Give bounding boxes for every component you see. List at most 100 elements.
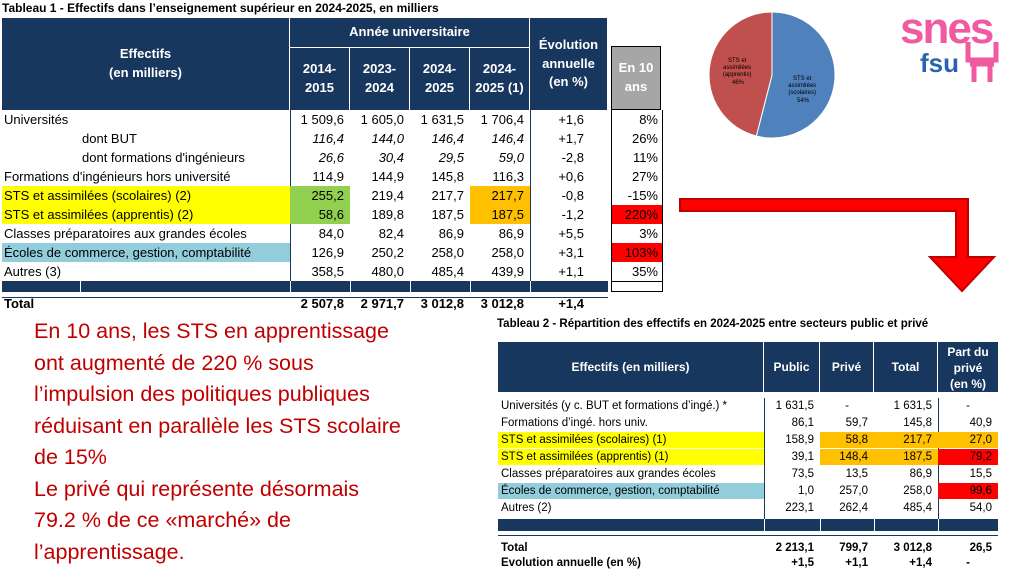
header-effectifs: Effectifs (en milliers) bbox=[2, 18, 290, 110]
cell-value: 258,0 bbox=[431, 245, 464, 260]
total-value: 2 507,8 bbox=[300, 296, 344, 311]
cell-value: 116,4 bbox=[312, 131, 344, 146]
total-evolution: +1,4 bbox=[558, 296, 584, 311]
logo-fsu: fsu bbox=[920, 48, 959, 78]
table1-body: Universités 1 509,6 1 605,0 1 631,5 1 70… bbox=[2, 110, 664, 311]
t2-header-effectifs: Effectifs (en milliers) bbox=[498, 342, 764, 392]
evolution-total: +1,4 bbox=[909, 557, 932, 569]
cell-value: 255,2 bbox=[290, 186, 350, 205]
row-label: Classes préparatoires aux grandes écoles bbox=[4, 226, 247, 241]
evolution-label: Evolution annuelle (en %) bbox=[501, 557, 641, 569]
cell-total: 258,0 bbox=[903, 485, 932, 497]
cell-prive: 262,4 bbox=[839, 502, 868, 514]
commentary-line: Le privé qui représente désormais bbox=[34, 476, 360, 501]
cell-public: 1 631,5 bbox=[775, 400, 814, 412]
header-effectifs-line1: Effectifs bbox=[119, 46, 172, 62]
cell-evolution: +3,1 bbox=[558, 245, 584, 260]
cell-total: 1 631,5 bbox=[893, 400, 932, 412]
table1-title: Tableau 1 - Effectifs dans l’enseignemen… bbox=[2, 1, 439, 15]
table2-body: Universités (y c. BUT et formations d’in… bbox=[498, 398, 998, 572]
cell-public: 223,1 bbox=[785, 502, 814, 514]
cell-value: 145,8 bbox=[431, 169, 464, 184]
cell-public: 39,1 bbox=[791, 451, 814, 463]
year-1-line1: 2014- bbox=[302, 61, 337, 77]
t2-header-part: Part du privé (en %) bbox=[938, 342, 998, 392]
cell-value: 258,0 bbox=[491, 245, 524, 260]
cell-part: 54,0 bbox=[969, 502, 992, 514]
cell-value: 144,9 bbox=[371, 169, 404, 184]
cell-public: 158,9 bbox=[785, 434, 814, 446]
row-label: Classes préparatoires aux grandes écoles bbox=[501, 468, 716, 480]
cell-ten-years: 27% bbox=[611, 167, 663, 186]
cell-value: 217,7 bbox=[470, 186, 530, 205]
cell-evolution: +5,5 bbox=[558, 226, 584, 241]
cell-value: 1 605,0 bbox=[360, 112, 404, 127]
pie-chart: STS et assimilées (apprentis) 46% STS et… bbox=[708, 11, 836, 139]
row-label: Formations d’ingé. hors univ. bbox=[501, 417, 648, 429]
cell-part: 40,9 bbox=[969, 417, 992, 429]
evol-line3: (en %) bbox=[549, 74, 588, 90]
cell-value: 439,9 bbox=[491, 264, 524, 279]
commentary-line: En 10 ans, les STS en apprentissage bbox=[34, 319, 389, 343]
year-3-line2: 2025 bbox=[425, 80, 454, 95]
cell-value: 1 509,6 bbox=[300, 112, 344, 127]
header-year-4: 2024- 2025 (1) bbox=[470, 48, 530, 110]
red-arrow-icon bbox=[679, 198, 997, 293]
row-label: Écoles de commerce, gestion, comptabilit… bbox=[498, 483, 764, 499]
evolution-prive: +1,1 bbox=[845, 557, 868, 569]
total-prive: 799,7 bbox=[839, 542, 868, 554]
header-year-2: 2023- 2024 bbox=[350, 48, 410, 110]
ten-line1: En 10 bbox=[618, 60, 654, 76]
cell-value: 1 706,4 bbox=[480, 112, 524, 127]
cell-value: 1 631,5 bbox=[420, 112, 464, 127]
cell-total: 217,7 bbox=[874, 432, 938, 448]
cell-value: 480,0 bbox=[371, 264, 404, 279]
table2-separator bbox=[498, 519, 998, 531]
cell-value: 146,4 bbox=[431, 131, 464, 146]
cell-value: 30,4 bbox=[378, 150, 404, 165]
cell-value: 58,6 bbox=[290, 205, 350, 224]
cell-evolution: +1,7 bbox=[558, 131, 584, 146]
cell-evolution: +0,6 bbox=[558, 169, 584, 184]
part-line1: Part du bbox=[947, 345, 989, 359]
commentary-line: de 15% bbox=[34, 445, 107, 469]
evol-line1: Évolution bbox=[538, 36, 599, 52]
cell-prive: 58,8 bbox=[820, 432, 874, 448]
header-effectifs-line2: (en milliers) bbox=[109, 65, 182, 80]
cell-prive: 13,5 bbox=[845, 468, 868, 480]
evolution-part: - bbox=[966, 557, 970, 569]
header-ten-years: En 10 ans bbox=[611, 46, 661, 110]
cell-total: 145,8 bbox=[903, 417, 932, 429]
table2-header: Effectifs (en milliers) Public Privé Tot… bbox=[498, 342, 998, 392]
cell-value: 189,8 bbox=[371, 207, 404, 222]
year-4-line1: 2024- bbox=[482, 61, 517, 77]
commentary: En 10 ans, les STS en apprentissage ont … bbox=[34, 316, 474, 568]
total-public: 2 213,1 bbox=[775, 542, 814, 554]
cell-value: 485,4 bbox=[431, 264, 464, 279]
total-value: 2 971,7 bbox=[360, 296, 404, 311]
cell-evolution: -0,8 bbox=[561, 188, 584, 203]
total-part: 26,5 bbox=[969, 542, 992, 554]
t2-header-total: Total bbox=[874, 342, 938, 392]
cell-value: 219,4 bbox=[371, 188, 404, 203]
cell-ten-years: 26% bbox=[611, 129, 663, 148]
cell-value: 82,4 bbox=[378, 226, 404, 241]
evolution-public: +1,5 bbox=[791, 557, 814, 569]
snes-fsu-logo: snes fsu bbox=[900, 4, 1010, 84]
cell-public: 73,5 bbox=[791, 468, 814, 480]
evol-line2: annuelle bbox=[542, 55, 595, 71]
row-label: Écoles de commerce, gestion, comptabilit… bbox=[2, 243, 290, 262]
year-2-line1: 2023- bbox=[362, 61, 397, 77]
year-4-line2: 2025 (1) bbox=[475, 80, 524, 95]
total-total: 3 012,8 bbox=[893, 542, 932, 554]
part-line3: (en %) bbox=[950, 377, 986, 392]
row-label: Universités (y c. BUT et formations d’in… bbox=[501, 400, 728, 412]
row-label: Formations d'ingénieurs hors université bbox=[4, 169, 231, 184]
cell-evolution: +1,1 bbox=[558, 264, 584, 279]
header-evolution: Évolution annuelle (en %) bbox=[530, 18, 608, 110]
row-label: Autres (3) bbox=[4, 264, 62, 279]
cell-part: 15,5 bbox=[969, 468, 992, 480]
commentary-line: l’apprentissage. bbox=[34, 539, 185, 564]
cell-evolution: -2,8 bbox=[561, 150, 584, 165]
cell-value: 114,9 bbox=[312, 169, 344, 184]
